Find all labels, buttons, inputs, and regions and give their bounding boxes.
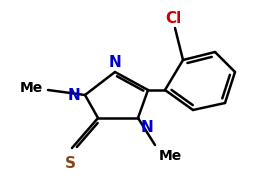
- Text: Cl: Cl: [165, 11, 181, 26]
- Text: Me: Me: [159, 149, 182, 163]
- Text: S: S: [64, 156, 75, 171]
- Text: N: N: [67, 87, 80, 102]
- Text: Me: Me: [20, 81, 43, 95]
- Text: N: N: [109, 55, 121, 70]
- Text: N: N: [141, 120, 154, 135]
